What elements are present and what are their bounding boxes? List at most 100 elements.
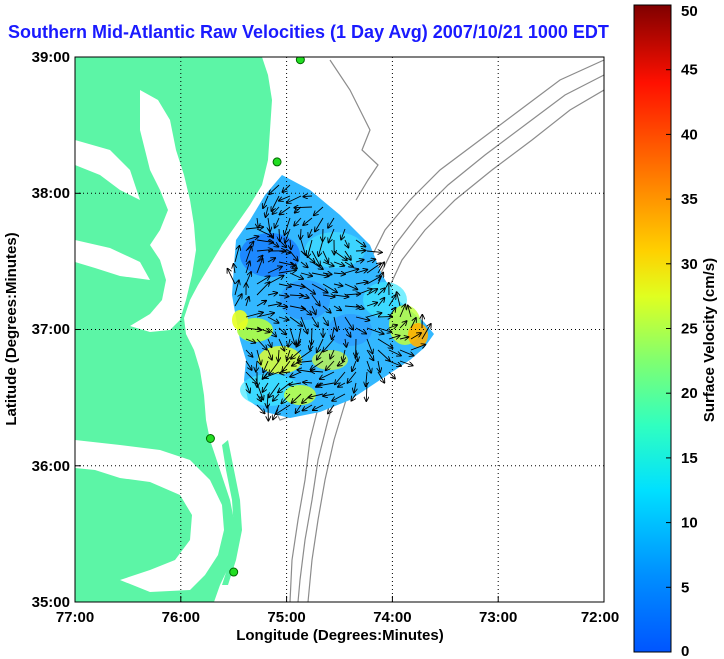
velocity-arrow bbox=[298, 349, 313, 360]
velocity-arrow bbox=[300, 261, 308, 267]
velocity-arrow bbox=[311, 261, 323, 269]
station-marker bbox=[272, 157, 282, 167]
velocity-arrow bbox=[399, 304, 405, 318]
velocity-arrow bbox=[322, 316, 328, 325]
velocity-arrow bbox=[267, 239, 278, 247]
velocity-arrow bbox=[263, 360, 269, 372]
velocity-arrow bbox=[289, 295, 303, 296]
velocity-arrow bbox=[287, 349, 290, 360]
velocity-arrow bbox=[300, 273, 312, 276]
velocity-arrow bbox=[256, 250, 272, 251]
velocity-arrow bbox=[281, 393, 291, 403]
velocity-arrow bbox=[278, 349, 279, 361]
velocity-arrow bbox=[355, 282, 368, 284]
velocity-arrow bbox=[388, 325, 397, 328]
velocity-arrow bbox=[263, 382, 269, 392]
velocity-arrow bbox=[347, 371, 357, 383]
velocity-arrow bbox=[311, 316, 318, 327]
velocity-arrow bbox=[366, 360, 371, 373]
velocity-arrow bbox=[245, 261, 250, 274]
colorbar-tick-label: 15 bbox=[681, 450, 698, 467]
velocity-arrow bbox=[303, 196, 313, 197]
velocity-arrow bbox=[352, 360, 357, 371]
velocity-arrow bbox=[297, 361, 313, 363]
velocity-arrow bbox=[257, 217, 258, 228]
x-tick-label: 76:00 bbox=[162, 609, 200, 626]
velocity-arrow bbox=[245, 312, 263, 318]
velocity-arrow bbox=[278, 306, 287, 307]
velocity-arrow bbox=[311, 294, 320, 306]
velocity-arrow bbox=[351, 393, 357, 401]
y-tick-label: 39:00 bbox=[32, 49, 70, 66]
velocity-arrow bbox=[245, 328, 261, 330]
velocity-arrow bbox=[322, 283, 337, 292]
velocity-arrow bbox=[245, 371, 257, 383]
velocity-arrow bbox=[308, 239, 313, 257]
velocity-arrow bbox=[345, 338, 346, 347]
velocity-arrow bbox=[355, 306, 364, 309]
velocity-arrow bbox=[328, 217, 335, 228]
velocity-arrow bbox=[333, 261, 344, 266]
velocity-arrow bbox=[311, 371, 324, 372]
velocity-arrow bbox=[256, 360, 257, 372]
velocity-arrow bbox=[322, 305, 331, 313]
velocity-arrow bbox=[292, 393, 302, 403]
y-tick-label: 38:00 bbox=[32, 185, 70, 202]
velocity-arrow bbox=[377, 273, 383, 285]
velocity-arrow bbox=[256, 259, 263, 274]
velocity-arrow bbox=[288, 338, 290, 347]
colorbar-tick-label: 20 bbox=[681, 385, 698, 402]
velocity-arrow bbox=[266, 206, 269, 217]
velocity-arrow bbox=[338, 383, 346, 387]
velocity-arrow bbox=[245, 338, 255, 343]
velocity-arrow bbox=[273, 393, 280, 401]
velocity-arrow bbox=[278, 327, 286, 334]
velocity-arrow bbox=[267, 304, 281, 306]
velocity-arrow bbox=[355, 251, 366, 252]
velocity-arrow bbox=[245, 382, 250, 393]
velocity-arrow bbox=[366, 338, 373, 354]
velocity-arrow bbox=[410, 318, 416, 329]
velocity-arrow bbox=[388, 371, 395, 379]
velocity-arrow bbox=[366, 251, 382, 252]
velocity-arrow bbox=[300, 305, 311, 315]
velocity-arrow bbox=[234, 294, 242, 307]
velocity-arrow bbox=[377, 288, 385, 296]
velocity-arrow bbox=[303, 382, 313, 383]
velocity-arrow bbox=[289, 261, 297, 269]
velocity-arrow bbox=[333, 305, 341, 310]
velocity-arrow bbox=[344, 327, 351, 337]
velocity-arrow bbox=[245, 227, 263, 229]
velocity-arrow bbox=[322, 250, 328, 263]
velocity-arrow bbox=[228, 269, 236, 285]
velocity-arrow bbox=[267, 293, 277, 295]
velocity-arrow bbox=[291, 349, 302, 359]
colorbar-tick-label: 30 bbox=[681, 256, 698, 273]
colorbar-tick-label: 50 bbox=[681, 3, 698, 20]
velocity-arrow bbox=[366, 289, 377, 296]
colorbar-tick-label: 45 bbox=[681, 62, 698, 79]
velocity-arrow bbox=[282, 184, 291, 192]
velocity-arrow bbox=[280, 372, 291, 373]
velocity-arrow bbox=[256, 327, 270, 332]
velocity-arrow bbox=[269, 360, 280, 374]
velocity-arrow bbox=[296, 404, 302, 413]
velocity-arrow bbox=[267, 327, 276, 337]
velocity-arrow bbox=[267, 349, 272, 360]
velocity-arrow bbox=[311, 250, 320, 266]
velocity-arrow bbox=[322, 295, 335, 297]
velocity-arrow bbox=[334, 316, 337, 331]
velocity-arrow bbox=[333, 295, 348, 297]
velocity-arrow bbox=[388, 360, 401, 366]
velocity-arrow bbox=[397, 292, 401, 307]
velocity-arrow bbox=[267, 267, 282, 274]
velocity-arrow bbox=[285, 228, 291, 243]
velocity-arrow bbox=[377, 298, 384, 307]
velocity-arrow bbox=[343, 349, 345, 361]
velocity-arrow bbox=[234, 264, 236, 274]
velocity-arrow bbox=[366, 276, 381, 285]
grid bbox=[75, 57, 604, 602]
velocity-arrow bbox=[300, 228, 301, 239]
velocity-arrow bbox=[355, 270, 367, 273]
